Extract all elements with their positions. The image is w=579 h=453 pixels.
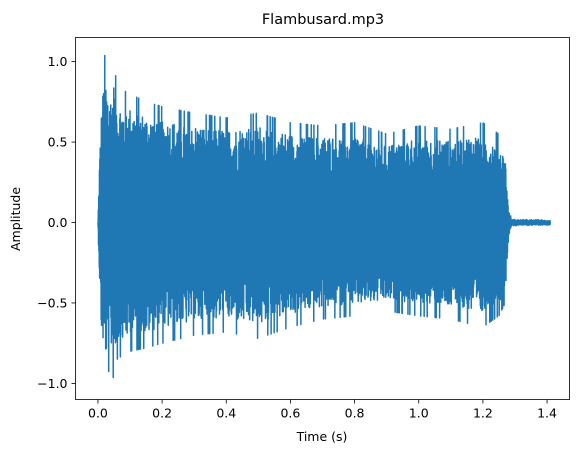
x-tick-label: 0.6 [280, 406, 300, 421]
x-tick-label: 0.0 [88, 406, 108, 421]
x-tick-label: 1.0 [409, 406, 429, 421]
plot-frame [75, 37, 570, 400]
y-tick-label: −1.0 [37, 376, 67, 391]
y-tick-label: 0.0 [48, 215, 68, 230]
plot-area [97, 54, 551, 379]
y-tick-label: 1.0 [48, 54, 68, 69]
x-tick-label: 0.4 [216, 406, 236, 421]
y-axis-label: Amplitude [8, 187, 23, 251]
x-tick-label: 1.4 [537, 406, 557, 421]
x-tick-label: 0.2 [152, 406, 172, 421]
y-axis-ticks: −1.0 −0.5 0.0 0.5 1.0 [37, 54, 76, 391]
x-axis-ticks: 0.0 0.2 0.4 0.6 0.8 1.0 1.2 1.4 [88, 399, 557, 421]
x-tick-label: 0.8 [345, 406, 365, 421]
x-axis-label: Time (s) [296, 429, 348, 444]
y-tick-label: −0.5 [37, 295, 67, 310]
x-tick-label: 1.2 [473, 406, 493, 421]
chart-title: Flambusard.mp3 [262, 12, 384, 28]
y-tick-label: 0.5 [48, 135, 68, 150]
waveform-series-line [97, 54, 551, 379]
